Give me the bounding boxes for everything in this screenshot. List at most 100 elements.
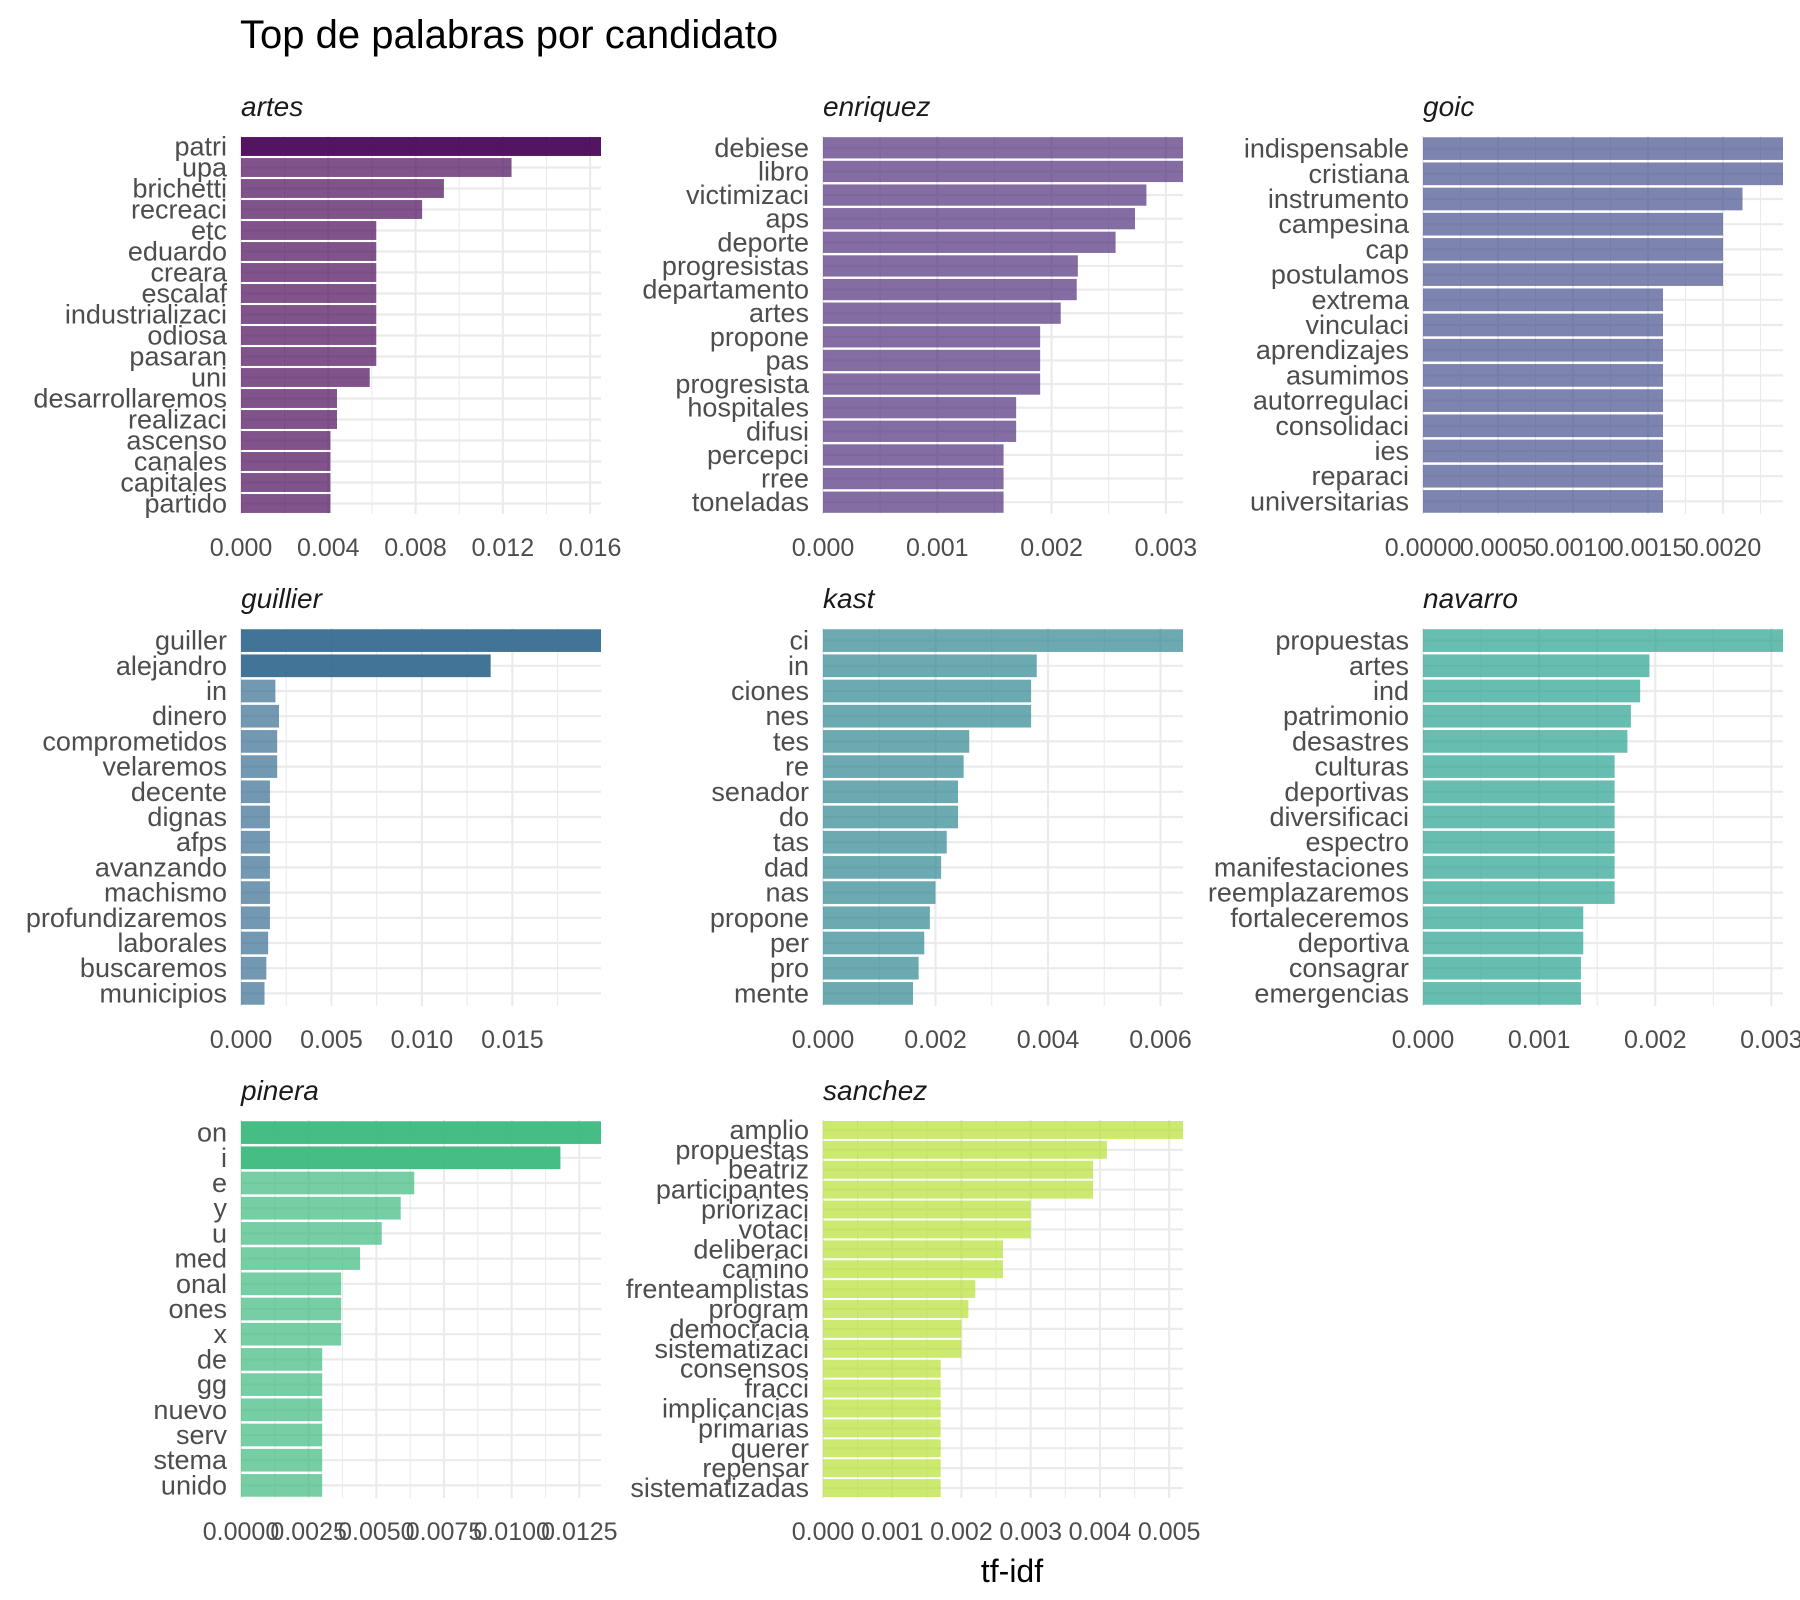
category-label: nes <box>765 701 809 731</box>
category-label: senador <box>711 777 809 807</box>
bar-navarro-emergencias <box>1423 982 1581 1005</box>
bar-artes-escalaf <box>241 284 377 303</box>
bar-goic-aprendizajes <box>1423 338 1663 362</box>
category-label: amplio <box>729 1115 809 1145</box>
category-label: e <box>212 1168 227 1198</box>
bar-navarro-ind <box>1423 679 1641 703</box>
category-label: pro <box>770 953 809 983</box>
bar-enriquez-aps <box>823 208 1135 230</box>
category-label: pas <box>765 345 809 375</box>
bar-kast-nas <box>823 881 936 904</box>
x-tick-label: 0.002 <box>904 1026 967 1054</box>
bar-pinera-gg <box>241 1373 323 1396</box>
bar-kast-per <box>823 931 925 955</box>
panel-title: enriquez <box>823 91 930 122</box>
category-label: program <box>708 1294 809 1324</box>
bar-artes-brichetti <box>241 179 444 198</box>
bar-guillier-buscaremos <box>241 956 267 980</box>
category-label: dad <box>764 852 809 882</box>
bar-artes-recreaci <box>241 200 423 219</box>
x-tick-label: 0.012 <box>472 534 535 562</box>
x-tick-label: 0.000 <box>792 1026 855 1054</box>
x-tick-label: 0.0015 <box>1610 534 1686 562</box>
bar-navarro-reemplazaremos <box>1423 881 1615 904</box>
bar-sanchez-program <box>823 1300 969 1318</box>
x-tick-label: 0.001 <box>906 534 969 562</box>
bar-pinera-i <box>241 1146 561 1170</box>
bar-navarro-consagrar <box>1423 956 1581 980</box>
bar-pinera-de <box>241 1348 323 1371</box>
category-label: fortaleceremos <box>1230 903 1409 933</box>
panel-title: goic <box>1423 91 1474 122</box>
bar-guillier-alejandro <box>241 654 491 678</box>
category-label: campesina <box>1278 209 1410 239</box>
category-label: tes <box>773 726 809 756</box>
bar-artes-canales <box>241 452 331 471</box>
category-label: ones <box>168 1294 227 1324</box>
x-tick-label: 0.000 <box>1392 1026 1455 1054</box>
bar-sanchez-beatriz <box>823 1160 1093 1179</box>
bar-navarro-patrimonio <box>1423 704 1631 728</box>
category-label: desarrollaremos <box>33 384 227 414</box>
bar-artes-etc <box>241 221 377 240</box>
bar-sanchez-sistematizadas <box>823 1479 941 1498</box>
bar-goic-cap <box>1423 238 1723 261</box>
category-label: culturas <box>1314 752 1409 782</box>
category-label: propone <box>710 903 809 933</box>
bar-artes-capitales <box>241 473 331 492</box>
category-label: unido <box>161 1470 227 1500</box>
category-label: sistematizadas <box>630 1473 809 1503</box>
category-label: eduardo <box>128 237 227 267</box>
category-label: toneladas <box>692 487 809 517</box>
bar-kast-in <box>823 654 1037 678</box>
bar-navarro-desastres <box>1423 730 1628 753</box>
category-label: municipios <box>99 978 227 1008</box>
category-label: reparaci <box>1311 461 1409 491</box>
category-label: in <box>206 676 227 706</box>
category-label: uni <box>191 363 227 393</box>
x-tick-label: 0.006 <box>1129 1026 1192 1054</box>
category-label: ciones <box>731 676 809 706</box>
x-tick-label: 0.002 <box>1624 1026 1687 1054</box>
x-tick-label: 0.0005 <box>1460 534 1536 562</box>
bar-pinera-nuevo <box>241 1398 323 1422</box>
x-tick-label: 0.016 <box>559 534 622 562</box>
bar-sanchez-propuestas <box>823 1140 1107 1159</box>
category-label: deporte <box>717 227 809 257</box>
bar-navarro-deportivas <box>1423 780 1615 804</box>
category-label: postulamos <box>1271 260 1409 290</box>
panel-enriquez: debieselibrovictimizaciapsdeporteprogres… <box>642 91 1197 562</box>
bar-goic-reparaci <box>1423 464 1663 488</box>
bar-pinera-x <box>241 1322 342 1346</box>
category-label: universitarias <box>1250 486 1409 516</box>
category-label: comprometidos <box>42 726 227 756</box>
bar-sanchez-priorizaci <box>823 1200 1031 1219</box>
x-tick-label: 0.002 <box>1020 534 1083 562</box>
panel-navarro: propuestasartesindpatrimoniodesastrescul… <box>1208 583 1800 1054</box>
x-tick-label: 0.000 <box>792 534 855 562</box>
panel-title: guillier <box>241 583 324 614</box>
bar-enriquez-difusi <box>823 420 1017 442</box>
category-label: de <box>197 1344 227 1374</box>
category-label: patri <box>174 132 227 162</box>
bar-pinera-u <box>241 1222 382 1245</box>
category-label: re <box>785 752 809 782</box>
category-label: dignas <box>147 802 227 832</box>
x-tick-label: 0.0050 <box>338 1518 414 1546</box>
bar-guillier-comprometidos <box>241 730 278 753</box>
panel-kast: ciincionesnestesresenadordotasdadnasprop… <box>710 583 1192 1054</box>
x-tick-label: 0.001 <box>861 1518 924 1546</box>
bar-pinera-on <box>241 1121 601 1144</box>
category-label: sistematizaci <box>654 1334 809 1364</box>
category-label: escalaf <box>141 279 227 309</box>
bar-pinera-med <box>241 1247 361 1270</box>
x-tick-label: 0.004 <box>297 534 360 562</box>
bar-goic-instrumento <box>1423 187 1743 211</box>
category-label: artes <box>1349 651 1409 681</box>
category-label: aps <box>765 204 809 234</box>
category-label: odiosa <box>147 321 228 351</box>
bar-artes-pasaran <box>241 347 377 366</box>
bar-goic-cristiana <box>1423 162 1783 186</box>
category-label: repensar <box>702 1453 809 1483</box>
bar-enriquez-pas <box>823 349 1041 372</box>
